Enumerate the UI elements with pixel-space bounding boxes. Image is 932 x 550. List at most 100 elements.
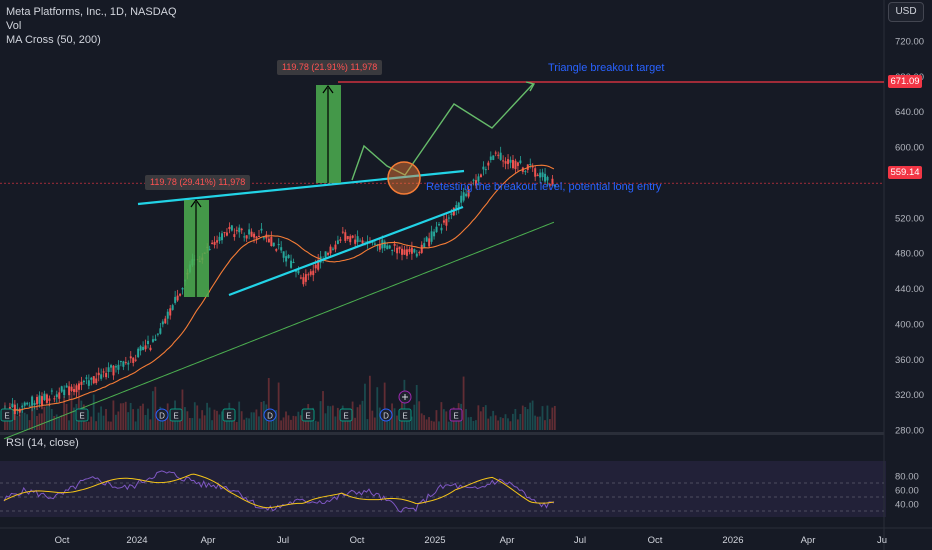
candle-body <box>149 347 152 351</box>
earnings-marker: E <box>449 408 463 422</box>
measure-label-2[interactable]: 119.78 (21.91%) 11,978 <box>277 60 383 75</box>
volume-bar <box>526 409 529 430</box>
volume-bar <box>364 383 366 430</box>
candle-body <box>378 244 381 250</box>
volume-bar <box>334 416 337 430</box>
candle-body <box>297 270 300 274</box>
candle-body <box>401 248 404 255</box>
volume-bar <box>551 407 554 430</box>
volume-bar <box>405 418 408 430</box>
volume-bar <box>149 419 152 430</box>
candle-body <box>58 392 61 399</box>
candle-body <box>90 377 93 380</box>
candle-body <box>415 253 418 257</box>
volume-bar <box>33 408 36 430</box>
candle-body <box>169 308 172 316</box>
event-marker-letter: D <box>383 412 389 421</box>
currency-button[interactable]: USD <box>888 2 924 22</box>
candle-body <box>312 270 315 276</box>
candle-body <box>302 277 305 285</box>
volume-bar <box>179 420 181 430</box>
volume-bar <box>87 421 90 430</box>
candle-body <box>260 228 263 231</box>
candle-body <box>65 385 68 388</box>
volume-bar <box>386 415 389 430</box>
volume-bar <box>462 376 465 430</box>
volume-bar <box>132 409 135 430</box>
candle-body <box>151 339 154 342</box>
candle-body <box>428 238 431 247</box>
time-axis-label: Apr <box>201 535 216 546</box>
candle-body <box>63 389 66 396</box>
event-marker-bg <box>301 408 315 422</box>
volume-bar <box>107 421 110 430</box>
volume-bar <box>23 412 26 430</box>
volume-bar <box>519 414 522 430</box>
volume-bar <box>327 405 329 430</box>
volume-bar <box>322 391 324 430</box>
volume-bar <box>465 409 467 430</box>
volume-bar <box>359 404 361 430</box>
candle-body <box>55 394 58 398</box>
volume-bar <box>213 409 216 430</box>
candle-body <box>75 385 78 393</box>
candle-body <box>282 251 285 258</box>
measure-label-1[interactable]: 119.78 (29.41%) 11,978 <box>145 175 251 190</box>
candle-body <box>541 172 544 178</box>
volume-bar <box>477 405 480 430</box>
volume-bar <box>381 416 384 430</box>
volume-bar <box>413 404 416 430</box>
candle-body <box>127 362 130 365</box>
price-tick-label: 280.00 <box>895 426 924 437</box>
candle-body <box>216 240 219 243</box>
event-marker-letter: E <box>305 412 310 421</box>
candle-body <box>516 162 519 166</box>
volume-bar <box>18 415 21 430</box>
candle-body <box>494 152 497 154</box>
candle-body <box>475 180 478 186</box>
candle-body <box>292 261 295 263</box>
candle-body <box>403 249 406 255</box>
volume-bar <box>40 413 43 430</box>
candle-body <box>492 155 495 160</box>
volume-bar <box>114 414 117 430</box>
volume-bar <box>541 406 544 430</box>
candle-body <box>129 356 132 359</box>
candle-body <box>250 231 253 237</box>
candle-body <box>371 241 374 244</box>
volume-bar <box>193 402 196 430</box>
volume-bar <box>154 386 157 430</box>
candle-body <box>507 159 510 165</box>
volume-bar <box>134 421 137 430</box>
time-axis-label: 2024 <box>126 535 147 546</box>
volume-bar <box>445 411 448 430</box>
candle-body <box>277 243 280 246</box>
volume-bar <box>356 407 359 430</box>
volume-bar <box>112 400 115 430</box>
candle-body <box>161 321 164 325</box>
volume-bar <box>536 416 539 430</box>
candle-body <box>95 378 98 384</box>
volume-bar <box>309 413 312 430</box>
candle-body <box>243 236 246 238</box>
ma50-line <box>3 164 555 412</box>
measure-arrow-1 <box>190 198 202 297</box>
candle-body <box>248 229 251 235</box>
retest-annotation[interactable]: Retesting the breakout level, potential … <box>426 181 662 193</box>
target-annotation[interactable]: Triangle breakout target <box>548 62 665 74</box>
candle-body <box>107 367 110 372</box>
candle-body <box>334 244 337 250</box>
time-axis-label: Oct <box>55 535 70 546</box>
volume-bar <box>176 413 179 430</box>
volume-bar <box>314 420 317 430</box>
volume-bar <box>11 416 14 430</box>
dividend-marker: D <box>379 408 393 422</box>
earnings-marker: E <box>169 408 183 422</box>
candle-body <box>420 244 423 253</box>
volume-bar <box>250 412 253 430</box>
rsi-tick-label: 40.00 <box>895 500 919 511</box>
earnings-marker: E <box>339 408 353 422</box>
candle-body <box>386 245 389 250</box>
volume-bar <box>398 416 401 430</box>
